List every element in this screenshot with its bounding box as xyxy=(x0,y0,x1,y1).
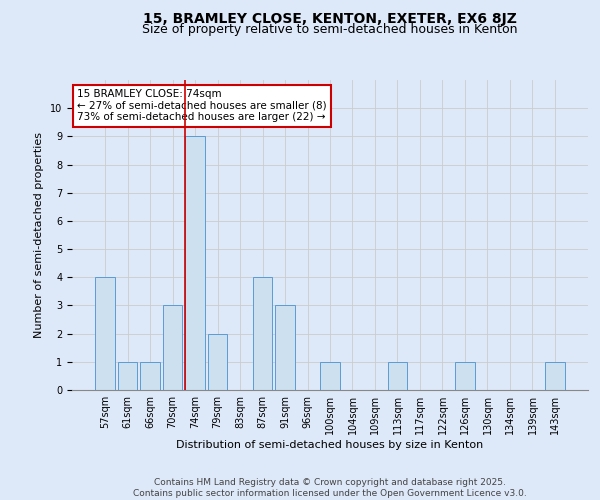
Bar xyxy=(388,362,407,390)
Bar xyxy=(545,362,565,390)
X-axis label: Distribution of semi-detached houses by size in Kenton: Distribution of semi-detached houses by … xyxy=(176,440,484,450)
Bar xyxy=(140,362,160,390)
Bar xyxy=(95,278,115,390)
Text: Size of property relative to semi-detached houses in Kenton: Size of property relative to semi-detach… xyxy=(142,22,518,36)
Bar xyxy=(320,362,340,390)
Text: 15 BRAMLEY CLOSE: 74sqm
← 27% of semi-detached houses are smaller (8)
73% of sem: 15 BRAMLEY CLOSE: 74sqm ← 27% of semi-de… xyxy=(77,90,327,122)
Bar xyxy=(455,362,475,390)
Bar xyxy=(275,306,295,390)
Y-axis label: Number of semi-detached properties: Number of semi-detached properties xyxy=(34,132,44,338)
Bar xyxy=(185,136,205,390)
Bar xyxy=(208,334,227,390)
Text: Contains HM Land Registry data © Crown copyright and database right 2025.
Contai: Contains HM Land Registry data © Crown c… xyxy=(133,478,527,498)
Bar xyxy=(253,278,272,390)
Bar xyxy=(118,362,137,390)
Bar xyxy=(163,306,182,390)
Text: 15, BRAMLEY CLOSE, KENTON, EXETER, EX6 8JZ: 15, BRAMLEY CLOSE, KENTON, EXETER, EX6 8… xyxy=(143,12,517,26)
